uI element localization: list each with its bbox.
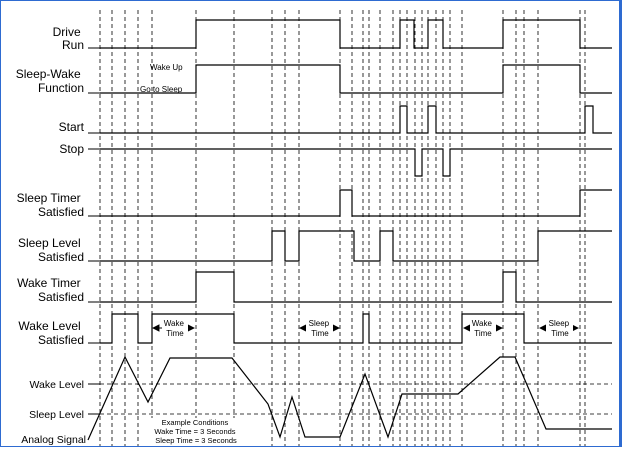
drive-run-label: Drive Run — [53, 25, 84, 52]
wake-level-satisfied-label: Wake Level Satisfied — [18, 319, 84, 347]
sleep-timer-waveform — [100, 189, 612, 217]
wake-timer-satisfied-label: Wake Timer Satisfied — [17, 276, 84, 304]
example-conditions: Example Conditions Wake Time = 3 Seconds… — [154, 418, 237, 445]
stop-waveform — [100, 148, 612, 177]
go-to-sleep-annotation: Go to Sleep — [140, 85, 183, 94]
wake-timer-waveform — [100, 271, 612, 303]
wake-level-label: Wake Level — [30, 379, 84, 391]
wake-up-annotation: Wake Up — [150, 63, 183, 72]
sleep-time-label-2: Sleep Time — [549, 319, 572, 338]
signal-labels: Drive Run Sleep-Wake Function Start Stop… — [16, 25, 86, 446]
analog-signal-waveform — [87, 355, 612, 441]
start-waveform — [100, 105, 612, 134]
drive-run-waveform — [100, 19, 612, 49]
sleep-level-satisfied-label: Sleep Level Satisfied — [18, 236, 84, 264]
sleep-timer-satisfied-label: Sleep Timer Satisfied — [17, 191, 84, 219]
sleep-wake-function-label: Sleep-Wake Function — [16, 67, 84, 95]
wake-time-label-1: Wake Time — [164, 319, 186, 338]
sleep-time-label-1: Sleep Time — [309, 319, 332, 338]
stop-label: Stop — [59, 142, 84, 156]
sleep-wake-waveform — [100, 64, 612, 94]
sleep-level-waveform — [100, 230, 612, 262]
wake-level-waveform — [100, 313, 612, 344]
start-label: Start — [59, 120, 85, 134]
analog-signal-label: Analog Signal — [21, 434, 86, 446]
event-markers — [99, 10, 586, 446]
wake-time-label-2: Wake Time — [472, 319, 494, 338]
sleep-level-label: Sleep Level — [29, 409, 84, 421]
